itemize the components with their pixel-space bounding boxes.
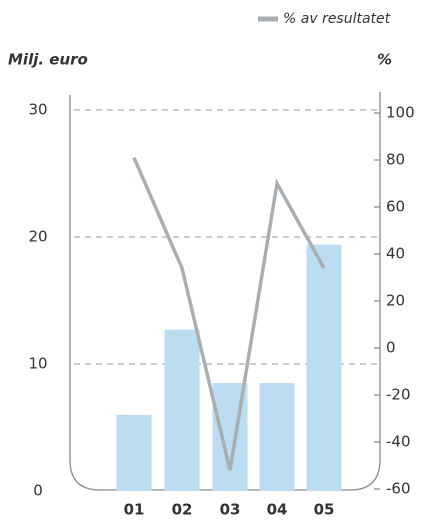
y2-tick-label: -40 [386,433,411,451]
x-tick-label: 05 [314,501,335,519]
y-axis-title: Milj. euro [8,51,88,69]
bar [116,414,152,491]
bar [306,244,342,491]
y2-tick-label: -20 [386,386,411,404]
legend-label: % av resultatet [283,11,391,27]
x-tick-label: 02 [172,501,193,519]
y2-tick-label: 80 [386,151,405,169]
y2-tick-label: 20 [386,292,405,310]
y2-axis-title: % [377,51,392,69]
x-tick-label: 01 [124,501,145,519]
y-tick-label: 30 [28,101,47,119]
y2-tick-label: -60 [386,480,411,498]
y-tick-label: 20 [28,228,47,246]
x-tick-label: 03 [220,501,241,519]
y2-tick-label: 40 [386,245,405,263]
y-tick-label: 0 [33,482,43,500]
y-tick-label: 10 [28,355,47,373]
bar [164,329,200,491]
y2-tick-label: 0 [386,339,396,357]
x-tick-label: 04 [267,501,288,519]
y2-tick-label: 100 [386,104,415,122]
y2-tick-label: 60 [386,198,405,216]
bar [259,383,295,491]
line [132,156,326,471]
